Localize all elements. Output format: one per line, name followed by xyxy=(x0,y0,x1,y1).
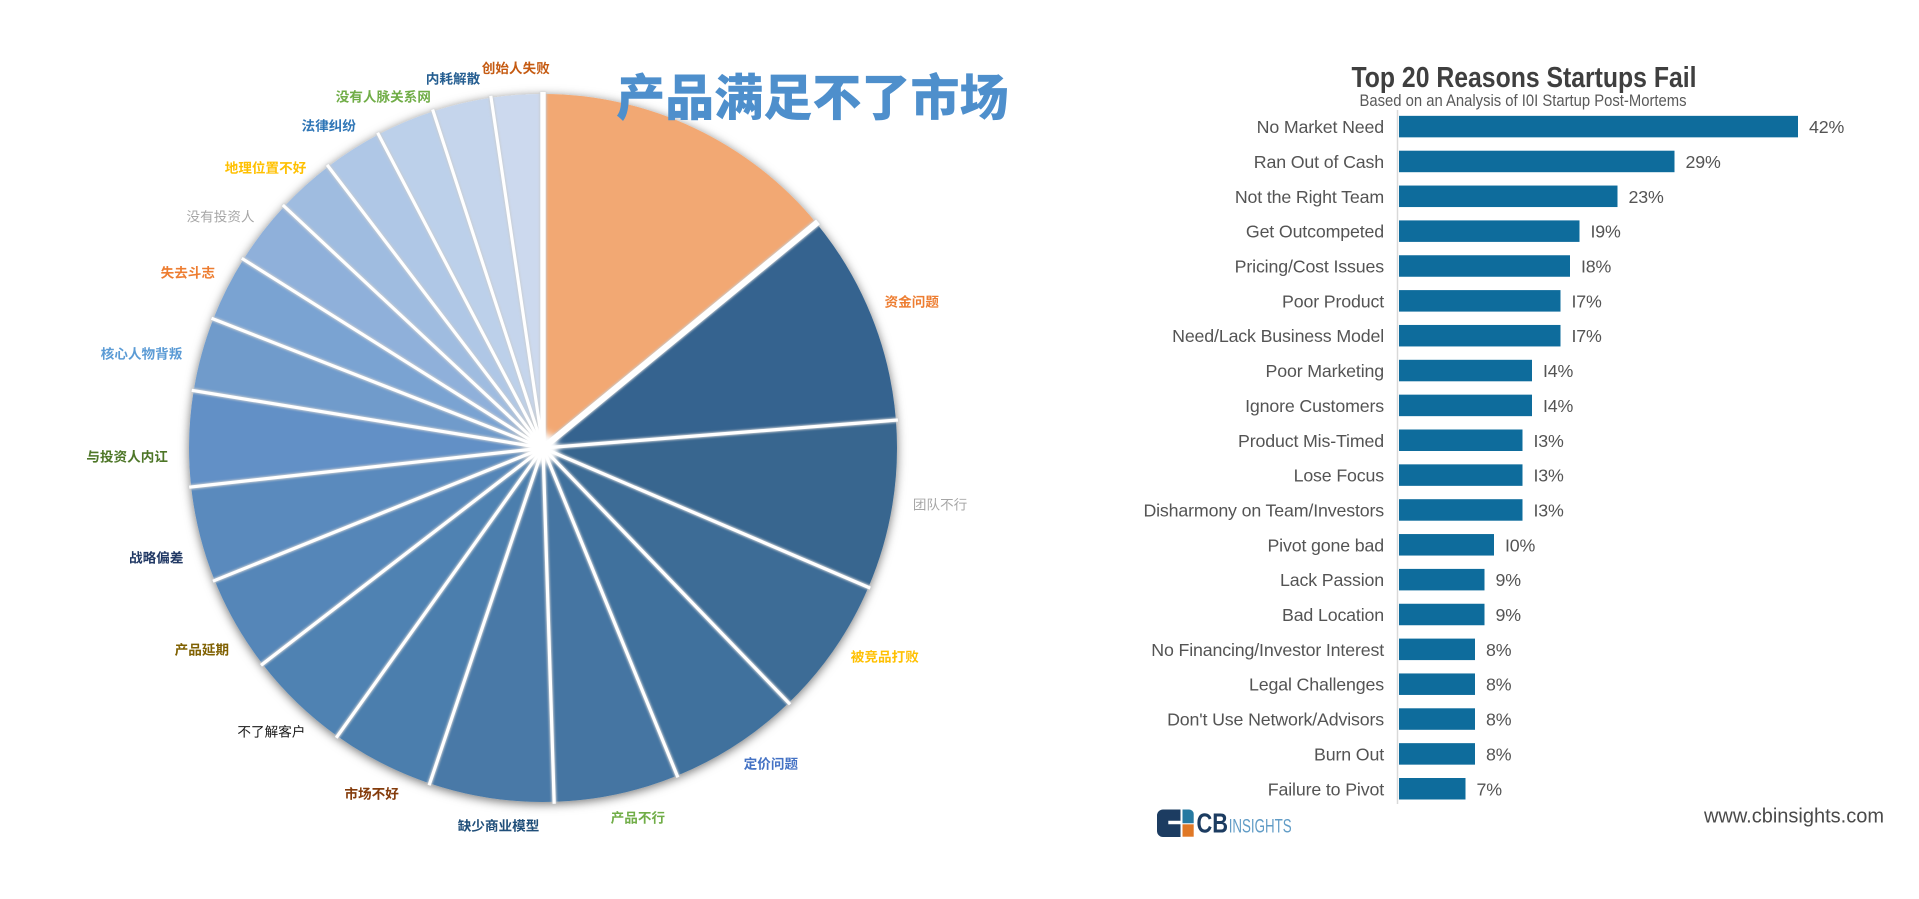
svg-text:8%: 8% xyxy=(1486,675,1512,695)
svg-text:8%: 8% xyxy=(1486,744,1512,764)
svg-text:Product Mis-Timed: Product Mis-Timed xyxy=(1238,431,1384,451)
svg-text:Top 20 Reasons Startups Fail: Top 20 Reasons Startups Fail xyxy=(1352,62,1697,94)
svg-text:Failure to Pivot: Failure to Pivot xyxy=(1268,779,1384,799)
svg-text:I4%: I4% xyxy=(1543,396,1574,416)
svg-text:I3%: I3% xyxy=(1534,500,1565,520)
svg-text:No Financing/Investor Interest: No Financing/Investor Interest xyxy=(1151,640,1384,660)
svg-text:I0%: I0% xyxy=(1505,535,1536,555)
svg-text:9%: 9% xyxy=(1496,605,1522,625)
svg-text:I9%: I9% xyxy=(1591,222,1622,242)
svg-text:I3%: I3% xyxy=(1534,431,1565,451)
svg-text:23%: 23% xyxy=(1629,187,1664,207)
svg-text:Burn Out: Burn Out xyxy=(1314,744,1384,764)
svg-text:INSIGHTS: INSIGHTS xyxy=(1229,817,1292,838)
svg-text:Ignore Customers: Ignore Customers xyxy=(1245,396,1384,416)
svg-text:Bad Location: Bad Location xyxy=(1282,605,1384,625)
svg-text:I7%: I7% xyxy=(1572,291,1603,311)
svg-text:8%: 8% xyxy=(1486,640,1512,660)
svg-text:I7%: I7% xyxy=(1572,326,1603,346)
svg-text:29%: 29% xyxy=(1686,152,1721,172)
svg-text:Not the Right Team: Not the Right Team xyxy=(1235,187,1384,207)
svg-text:Legal Challenges: Legal Challenges xyxy=(1249,675,1384,695)
svg-text:Poor Marketing: Poor Marketing xyxy=(1266,361,1384,381)
svg-text:Lose Focus: Lose Focus xyxy=(1294,466,1385,486)
svg-text:Poor Product: Poor Product xyxy=(1282,291,1384,311)
svg-text:Need/Lack Business Model: Need/Lack Business Model xyxy=(1172,326,1384,346)
svg-text:Lack Passion: Lack Passion xyxy=(1280,570,1384,590)
svg-text:Don't Use Network/Advisors: Don't Use Network/Advisors xyxy=(1167,710,1384,730)
svg-text:I3%: I3% xyxy=(1534,466,1565,486)
svg-text:Pivot gone bad: Pivot gone bad xyxy=(1267,535,1384,555)
svg-text:8%: 8% xyxy=(1486,710,1512,730)
svg-text:www.cbinsights.com: www.cbinsights.com xyxy=(1703,806,1884,828)
svg-text:No Market Need: No Market Need xyxy=(1257,117,1384,137)
svg-text:7%: 7% xyxy=(1477,779,1503,799)
svg-text:Disharmony on Team/Investors: Disharmony on Team/Investors xyxy=(1143,500,1384,520)
svg-text:I8%: I8% xyxy=(1581,257,1612,277)
svg-text:9%: 9% xyxy=(1496,570,1522,590)
svg-text:42%: 42% xyxy=(1809,117,1844,137)
svg-text:Get Outcompeted: Get Outcompeted xyxy=(1246,222,1384,242)
svg-text:CB: CB xyxy=(1197,808,1229,839)
svg-text:I4%: I4% xyxy=(1543,361,1574,381)
svg-text:Ran Out of Cash: Ran Out of Cash xyxy=(1254,152,1384,172)
svg-text:Based on an Analysis of I0I St: Based on an Analysis of I0I Startup Post… xyxy=(1360,91,1687,110)
svg-text:Pricing/Cost Issues: Pricing/Cost Issues xyxy=(1235,257,1385,277)
